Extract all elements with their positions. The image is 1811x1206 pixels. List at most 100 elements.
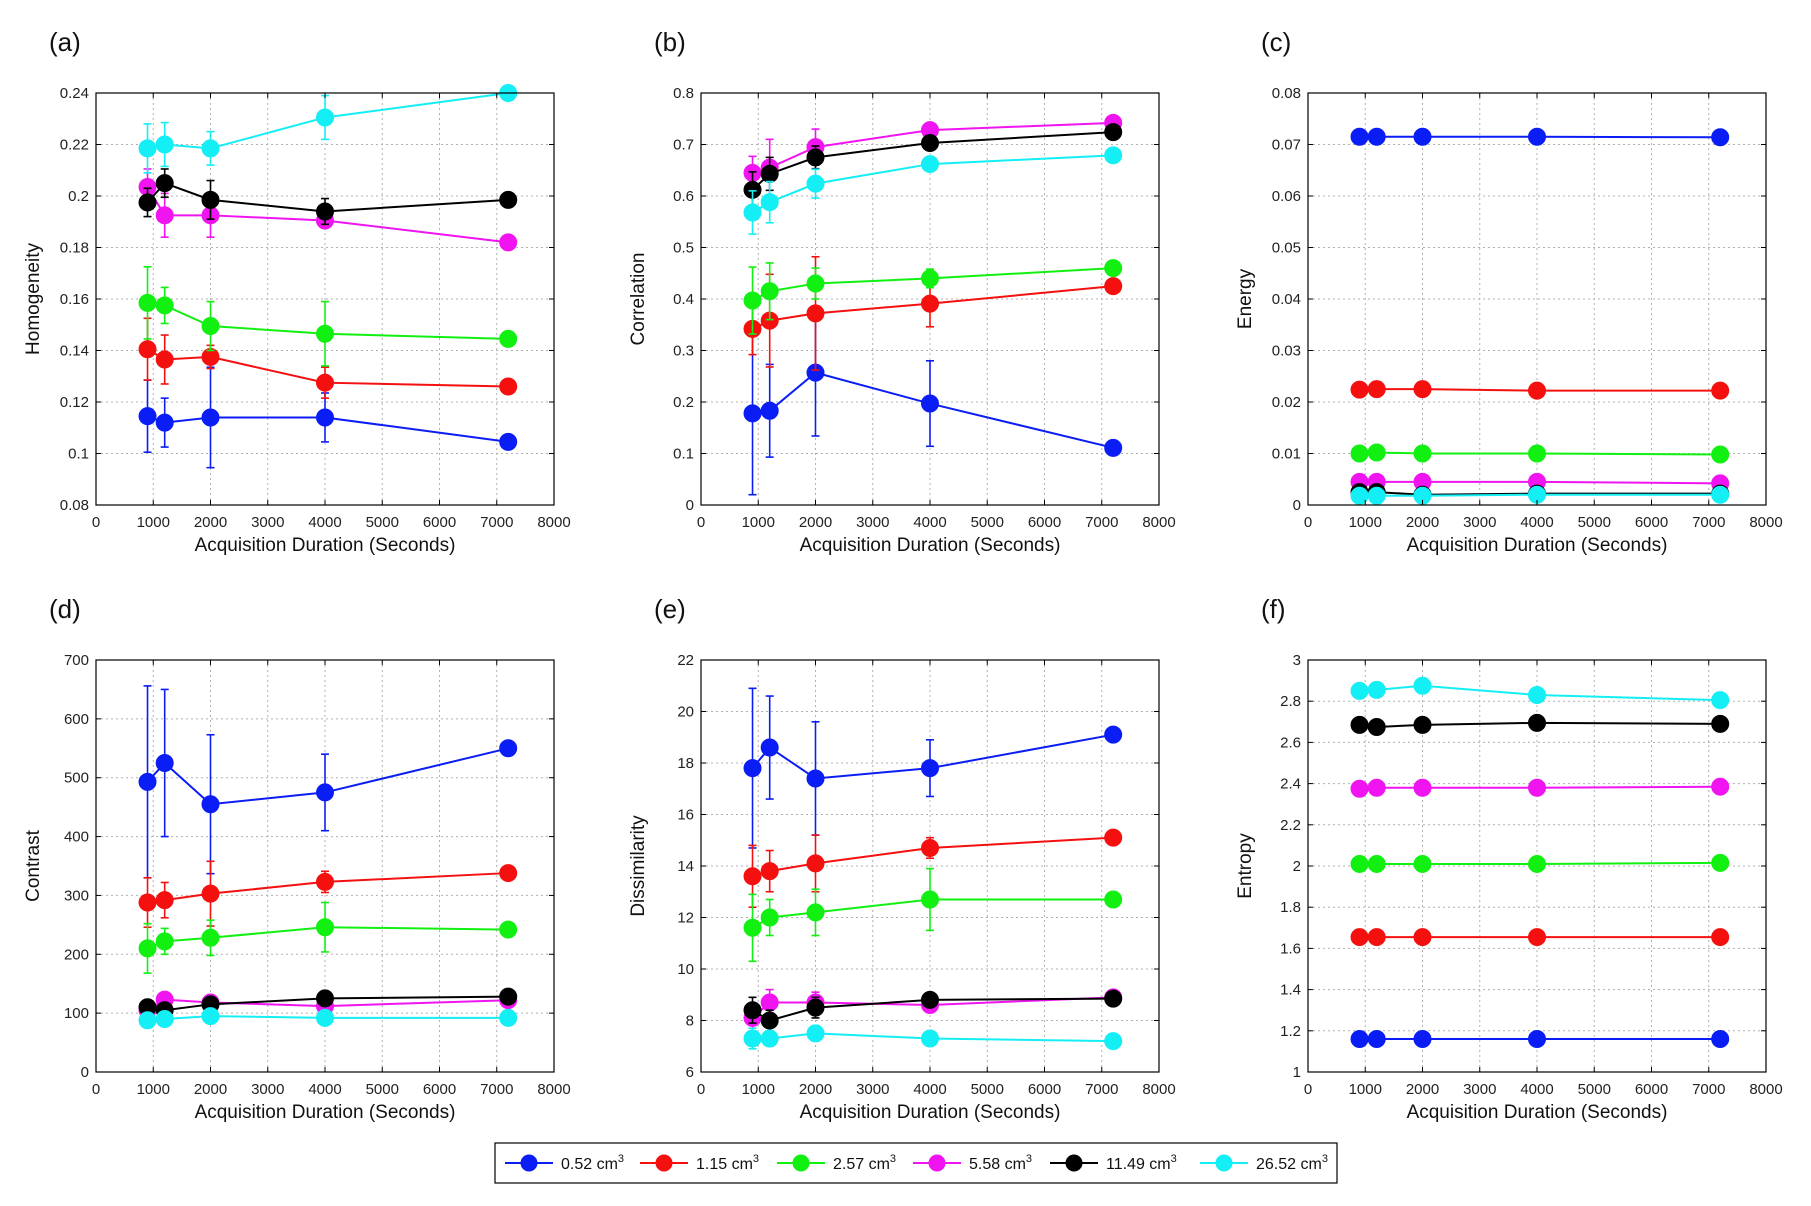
- data-point: [1413, 676, 1432, 695]
- x-tick-label: 6000: [423, 1081, 456, 1098]
- series-6: [138, 1007, 518, 1030]
- y-tick-label: 0.07: [1272, 137, 1301, 154]
- data-point: [138, 293, 157, 312]
- y-tick-label: 0.03: [1272, 343, 1301, 360]
- legend-marker: [520, 1154, 538, 1172]
- series-3: [743, 867, 1123, 963]
- data-point: [806, 304, 825, 323]
- x-tick-label: 1000: [742, 1081, 775, 1098]
- legend-marker: [792, 1154, 810, 1172]
- legend: 0.52 cm3 1.15 cm3 2.57 cm3 5.58 cm3 11.49 cm…: [494, 1142, 1338, 1184]
- x-tick-label: 8000: [537, 1081, 570, 1098]
- y-tick-label: 0.12: [60, 394, 89, 411]
- data-point: [743, 291, 762, 310]
- data-point: [1413, 778, 1432, 797]
- data-point: [760, 862, 779, 881]
- y-axis-label: Contrast: [23, 829, 44, 902]
- data-point: [1528, 444, 1546, 463]
- data-point: [201, 317, 220, 336]
- y-tick-label: 2.8: [1280, 693, 1301, 710]
- y-tick-label: 6: [686, 1064, 694, 1081]
- data-point: [1104, 277, 1123, 296]
- y-tick-label: 0.5: [673, 240, 694, 257]
- data-point: [201, 884, 220, 903]
- data-point: [1528, 713, 1546, 732]
- y-tick-label: 22: [677, 652, 694, 669]
- data-point: [743, 1001, 762, 1020]
- data-point: [1104, 828, 1123, 847]
- data-point: [1104, 725, 1123, 744]
- y-tick-label: 0.02: [1272, 394, 1301, 411]
- data-point: [1367, 1030, 1386, 1049]
- panels-group: 0 1000 2000 3000 4000 5000 6000 7000 8000 0.08 0.1…: [23, 27, 1783, 1123]
- data-point: [1528, 854, 1546, 873]
- x-tick-label: 8000: [1749, 514, 1782, 531]
- series-3: [743, 259, 1123, 335]
- x-tick-label: 3000: [1463, 1081, 1496, 1098]
- data-point: [921, 294, 939, 313]
- x-tick-label: 5000: [971, 1081, 1004, 1098]
- panel-label: (c): [1261, 27, 1291, 57]
- data-point: [155, 754, 174, 772]
- x-tick-label: 3000: [856, 1081, 889, 1098]
- y-tick-label: 600: [64, 711, 89, 728]
- x-tick-label: 6000: [423, 514, 456, 531]
- data-point: [316, 108, 334, 127]
- x-tick-label: 7000: [1085, 514, 1118, 531]
- panel-6: 0 1000 2000 3000 4000 5000 6000 7000 8000 1 1.2 1.4…: [1235, 594, 1783, 1123]
- data-point: [806, 769, 825, 788]
- data-point: [760, 282, 779, 301]
- series-3: [138, 901, 518, 974]
- y-tick-label: 2.6: [1280, 734, 1301, 751]
- y-axis-label: Entropy: [1235, 833, 1256, 899]
- legend-item-2: 1.15 cm3: [640, 1153, 759, 1173]
- x-tick-label: 0: [1304, 1081, 1312, 1098]
- x-tick-label: 5000: [1578, 1081, 1611, 1098]
- y-tick-label: 14: [677, 858, 694, 875]
- data-point: [1711, 691, 1730, 710]
- x-tick-label: 3000: [1463, 514, 1496, 531]
- y-tick-label: 0.08: [60, 497, 89, 514]
- data-point: [806, 148, 825, 167]
- legend-superscript: 3: [1322, 1153, 1328, 1165]
- data-point: [743, 404, 762, 423]
- y-tick-label: 0.05: [1272, 240, 1301, 257]
- y-tick-label: 3: [1293, 652, 1301, 669]
- panel-5: 0 1000 2000 3000 4000 5000 6000 7000 8000 6 8 10 12 1…: [628, 594, 1176, 1123]
- data-point: [760, 193, 779, 212]
- x-tick-label: 4000: [1520, 514, 1553, 531]
- series-2: [743, 828, 1123, 909]
- y-tick-label: 0.7: [673, 137, 694, 154]
- data-point: [138, 1011, 157, 1030]
- legend-superscript: 3: [618, 1153, 624, 1165]
- panel-1: 0 1000 2000 3000 4000 5000 6000 7000 8000 0.08 0.1…: [23, 27, 571, 556]
- x-tick-label: 1000: [137, 514, 170, 531]
- legend-label: 26.52 cm3: [1256, 1153, 1328, 1173]
- legend-marker: [655, 1154, 673, 1172]
- data-point: [760, 738, 779, 757]
- x-tick-label: 8000: [1749, 1081, 1782, 1098]
- y-tick-label: 0.8: [673, 85, 694, 102]
- x-tick-label: 4000: [1520, 1081, 1553, 1098]
- legend-marker: [1065, 1154, 1083, 1172]
- data-point: [155, 1010, 174, 1029]
- data-point: [1104, 123, 1123, 142]
- data-point: [1711, 445, 1730, 464]
- data-point: [138, 340, 157, 359]
- y-tick-label: 0.2: [673, 394, 694, 411]
- data-point: [1367, 380, 1386, 399]
- y-tick-label: 2: [1293, 858, 1301, 875]
- x-axis-label: Acquisition Duration (Seconds): [1407, 535, 1668, 556]
- y-tick-label: 18: [677, 755, 694, 772]
- data-point: [1711, 485, 1730, 504]
- data-point: [155, 206, 174, 225]
- panel-3: 0 1000 2000 3000 4000 5000 6000 7000 8000 0 0.01 0.…: [1235, 27, 1783, 556]
- y-tick-label: 0.18: [60, 240, 89, 257]
- data-point: [760, 401, 779, 420]
- data-point: [1528, 928, 1546, 947]
- x-tick-label: 2000: [194, 514, 227, 531]
- x-tick-label: 8000: [1142, 514, 1175, 531]
- y-tick-label: 700: [64, 652, 89, 669]
- data-point: [316, 989, 334, 1008]
- y-tick-label: 0.4: [673, 291, 694, 308]
